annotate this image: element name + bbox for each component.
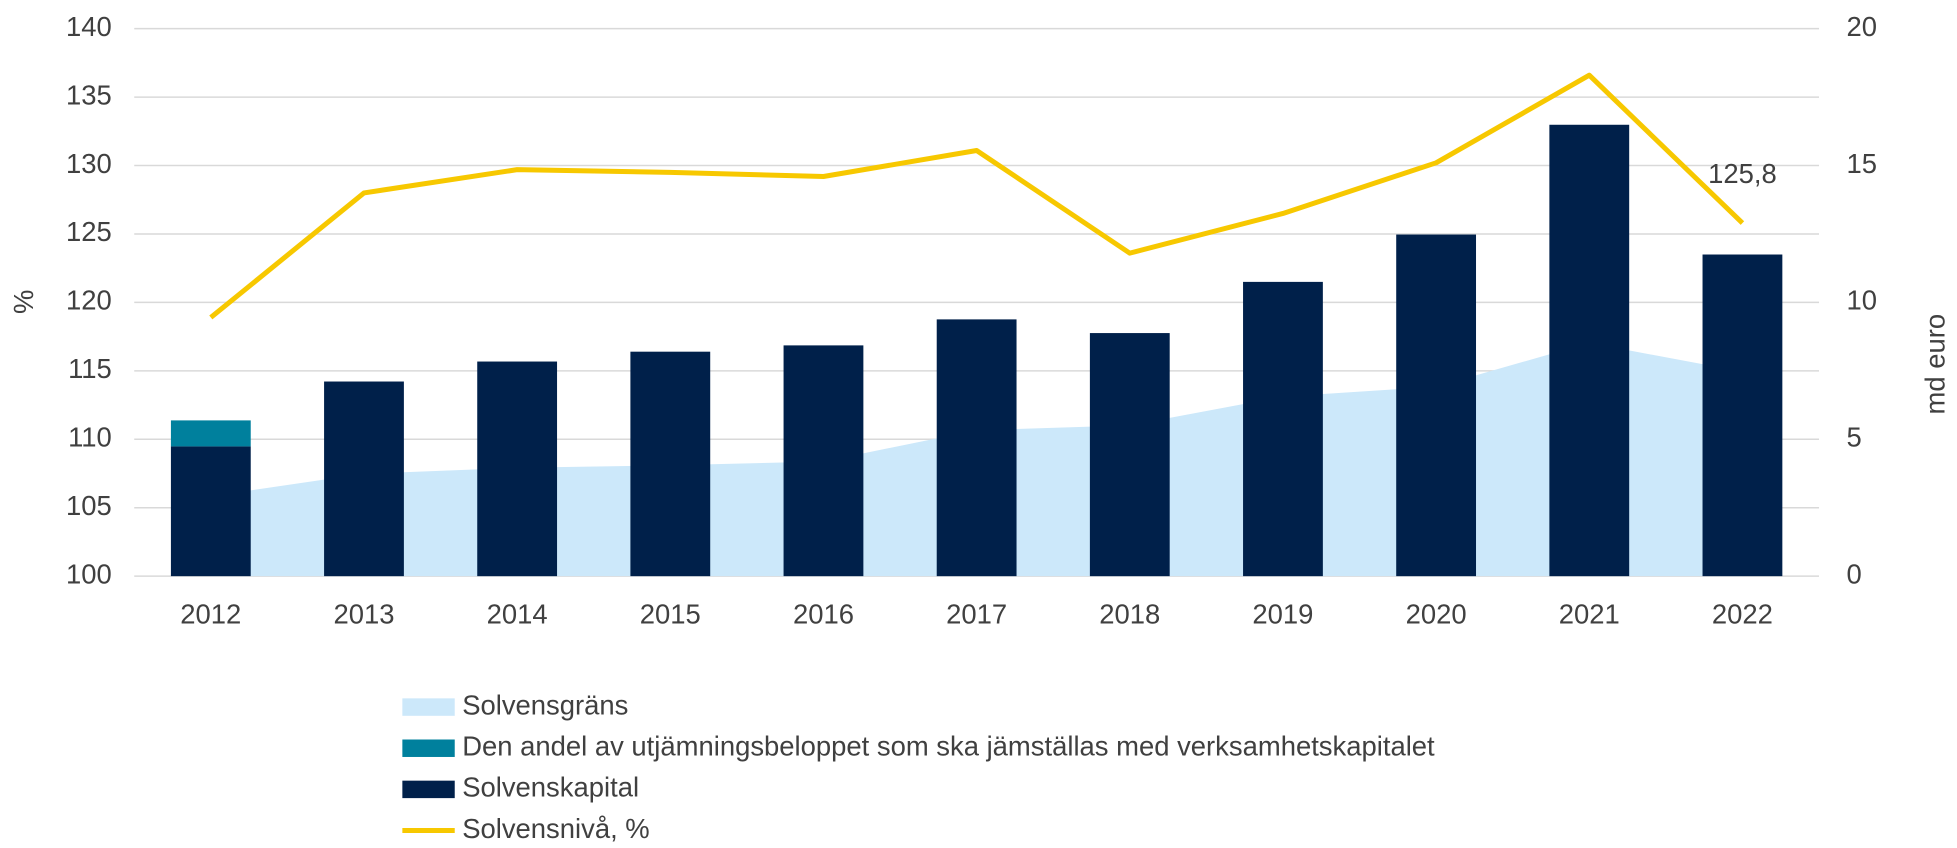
bar [783, 345, 864, 577]
y-tick-label: 120 [66, 285, 112, 316]
y-tick-label: 135 [66, 79, 112, 110]
legend-swatch [402, 698, 455, 716]
legend-swatch [402, 739, 455, 757]
bar [324, 381, 404, 577]
bar [936, 319, 1017, 577]
y2-tick-label: 15 [1846, 148, 1877, 179]
x-tick-label: 2014 [487, 598, 548, 629]
legend-label: Solvenskapital [462, 772, 639, 803]
x-tick-label: 2019 [1252, 598, 1313, 629]
y-tick-label: 105 [66, 490, 112, 521]
bar [630, 351, 711, 577]
y2-tick-label: 20 [1846, 11, 1877, 42]
y2-tick-label: 5 [1846, 422, 1861, 453]
data-label: 125,8 [1708, 158, 1777, 189]
x-tick-label: 2015 [640, 598, 701, 629]
bar [1396, 234, 1477, 577]
x-tick-label: 2012 [180, 598, 241, 629]
y-axis-label: % [8, 290, 39, 314]
bar [170, 446, 251, 577]
legend-label: Solvensgräns [462, 689, 628, 720]
x-tick-label: 2018 [1099, 598, 1160, 629]
bar [1549, 124, 1630, 577]
bar [477, 361, 558, 577]
bar [170, 420, 251, 447]
y-tick-label: 140 [66, 11, 112, 42]
legend-swatch [402, 780, 455, 799]
bar [1243, 281, 1323, 577]
x-tick-label: 2017 [946, 598, 1007, 629]
x-tick-label: 2020 [1406, 598, 1467, 629]
bar [1702, 254, 1783, 577]
legend-label: Den andel av utjämningsbeloppet som ska … [462, 730, 1435, 761]
y-tick-label: 110 [68, 422, 112, 453]
y2-axis-label: md euro [1920, 314, 1951, 415]
line [209, 72, 1745, 320]
x-tick-label: 2022 [1712, 598, 1773, 629]
legend-label: Solvensnivå, % [462, 813, 649, 844]
bar [1089, 333, 1170, 577]
y2-tick-label: 0 [1846, 558, 1861, 589]
x-tick-label: 2021 [1559, 598, 1620, 629]
x-tick-label: 2013 [333, 598, 394, 629]
y-tick-label: 130 [66, 148, 112, 179]
y2-tick-label: 10 [1846, 285, 1877, 316]
y-tick-label: 125 [66, 216, 112, 247]
y-tick-label: 115 [68, 353, 112, 384]
y-tick-label: 100 [66, 558, 112, 589]
x-tick-label: 2016 [793, 598, 854, 629]
